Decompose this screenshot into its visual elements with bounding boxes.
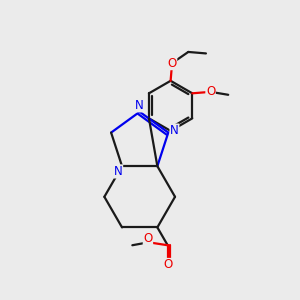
Text: O: O (206, 85, 215, 98)
Text: O: O (163, 259, 172, 272)
Text: O: O (167, 57, 177, 70)
Text: N: N (114, 165, 123, 178)
Text: N: N (135, 99, 144, 112)
Text: O: O (143, 232, 153, 245)
Text: N: N (170, 124, 179, 137)
